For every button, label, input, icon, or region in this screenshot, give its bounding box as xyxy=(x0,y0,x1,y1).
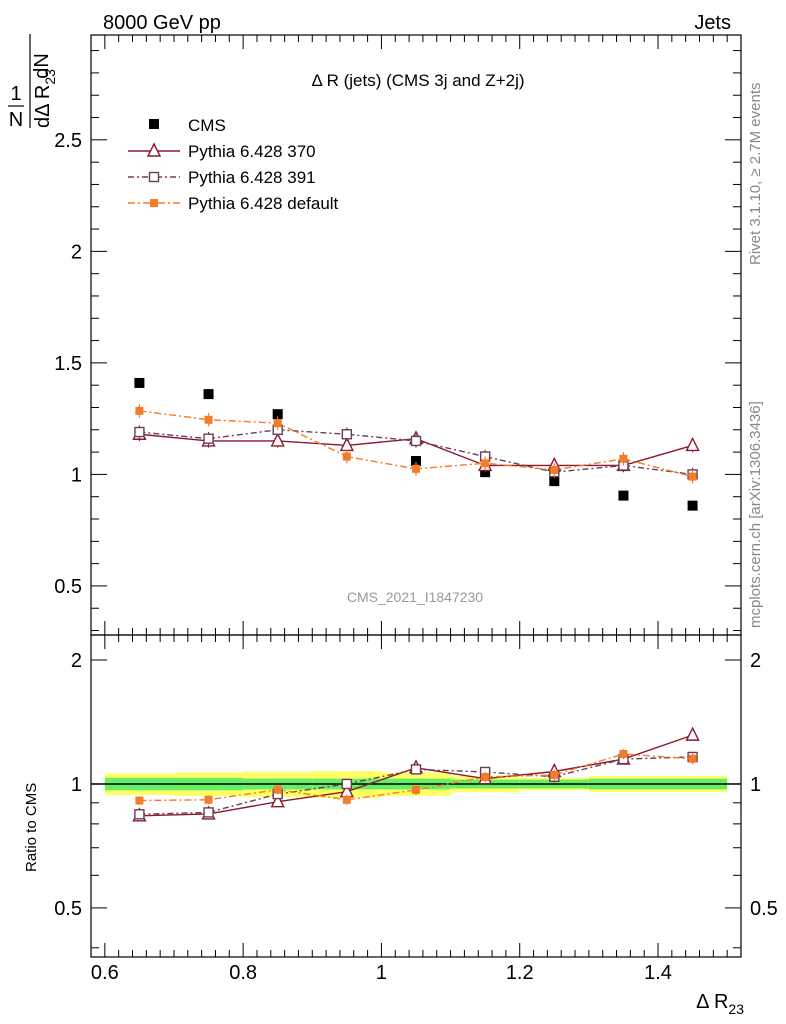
cms-data-point xyxy=(272,409,283,420)
y-tick-label: 0.5 xyxy=(54,576,82,598)
series-point xyxy=(341,429,353,440)
ratio-y-tick-label-right: 2 xyxy=(750,650,761,672)
series-line-1 xyxy=(139,429,693,476)
ratio-plot: 0.5 0.5 1 1 2 2 Ratio to CMS xyxy=(23,634,778,958)
y-tick-label: 2 xyxy=(71,241,82,263)
y-tick-label: 1.5 xyxy=(54,353,82,375)
legend-marker-0 xyxy=(146,142,162,157)
series-point xyxy=(481,459,490,468)
analysis-id: CMS_2021_I1847230 xyxy=(347,589,483,605)
ylabel-denominator: N xyxy=(9,109,23,131)
cms-data-point xyxy=(687,500,698,511)
series-point xyxy=(273,419,282,428)
x-tick-label: 0.6 xyxy=(91,962,119,984)
cms-data-point xyxy=(411,456,421,467)
series-point xyxy=(685,436,700,452)
main-plot: 0.5 1 1.5 2 2.5 Δ R (jets) (CMS 3j and Z+2j)… xyxy=(54,34,742,636)
rivet-label: Rivet 3.1.10, ≥ 2.7M events xyxy=(747,83,764,266)
series-point xyxy=(270,432,285,447)
ratio-series-point xyxy=(134,809,145,820)
series-point xyxy=(550,465,559,474)
ratio-y-tick-label: 2 xyxy=(71,650,82,672)
x-tick-label: 0.8 xyxy=(229,962,257,984)
ratio-y-tick-label: 1 xyxy=(71,774,82,796)
ratio-series-point xyxy=(270,793,285,808)
ratio-series-point xyxy=(481,773,490,782)
ratio-series-point xyxy=(619,750,628,759)
ylabel-ddr-sub: 23 xyxy=(42,69,58,85)
cms-data-point xyxy=(134,377,145,388)
ratio-plot-series xyxy=(132,726,700,822)
ratio-series-point xyxy=(342,795,351,804)
ratio-series-point xyxy=(688,754,697,763)
ratio-plot-ticks: 0.5 0.5 1 1 2 2 xyxy=(54,635,778,957)
main-plot-series xyxy=(132,377,700,511)
header-left: 8000 GeV pp xyxy=(103,12,221,34)
ratio-series-point xyxy=(341,778,353,790)
ylabel-main: 1 N dN dΔ R23 xyxy=(8,34,58,131)
series-point xyxy=(412,464,420,473)
ratio-y-tick-label-right: 1 xyxy=(750,774,761,796)
ratio-series-point xyxy=(203,807,214,818)
legend-label-0: Pythia 6.428 370 xyxy=(188,142,316,161)
y-tick-label: 1 xyxy=(71,464,82,486)
series-point xyxy=(342,452,351,461)
ratio-series-point xyxy=(410,764,422,775)
legend-label-2: Pythia 6.428 default xyxy=(188,194,339,213)
ratio-plot-frame xyxy=(90,634,742,958)
cms-data-point xyxy=(203,389,214,400)
ratio-series-point xyxy=(550,770,559,779)
series-point xyxy=(688,472,697,481)
ratio-series-point xyxy=(273,785,282,794)
legend-label-1: Pythia 6.428 391 xyxy=(188,168,316,187)
ratio-series-point xyxy=(135,796,144,805)
ylabel-dn: dN xyxy=(31,53,53,79)
header-right: Jets xyxy=(694,12,731,34)
main-plot-ticks: 0.5 1 1.5 2 2.5 xyxy=(54,35,741,635)
ylabel-ddr-main: dΔ R xyxy=(32,85,54,128)
xlabel-sub: 23 xyxy=(728,1001,744,1017)
xlabel-main: Δ R xyxy=(696,991,728,1013)
series-point xyxy=(619,454,628,463)
legend-marker-cms xyxy=(149,119,159,129)
ratio-series-point xyxy=(204,795,213,804)
ylabel-numerator: 1 xyxy=(10,83,21,105)
legend-marker-1 xyxy=(148,171,160,183)
x-tick-label: 1 xyxy=(376,962,387,984)
series-point xyxy=(135,406,144,415)
series-point xyxy=(410,435,422,447)
ratio-y-tick-label: 0.5 xyxy=(54,898,82,920)
ylabel-ratio: Ratio to CMS xyxy=(23,783,40,872)
ratio-series-point xyxy=(412,785,420,794)
mcplots-label: mcplots.cern.ch [arXiv:1306.3436] xyxy=(747,401,764,628)
legend-marker-2 xyxy=(150,199,158,207)
chart-title: Δ R (jets) (CMS 3j and Z+2j) xyxy=(311,71,524,90)
ratio-series-point xyxy=(685,726,700,741)
x-tick-label: 1.2 xyxy=(506,962,534,984)
xlabel: Δ R23 xyxy=(696,991,744,1017)
x-tick-labels: 0.6 0.8 1 1.2 1.4 xyxy=(91,962,672,984)
ratio-y-tick-label-right: 0.5 xyxy=(750,898,778,920)
cms-data-point xyxy=(549,476,560,487)
series-point xyxy=(204,415,213,424)
ratio-series-line-2 xyxy=(139,753,693,802)
ylabel-ddr: dΔ R23 xyxy=(32,69,58,128)
cms-data-point xyxy=(618,490,629,501)
legend-label-cms: CMS xyxy=(188,116,226,135)
series-point xyxy=(134,426,145,438)
series-point xyxy=(203,433,214,444)
legend: CMS Pythia 6.428 370 Pythia 6.428 391 Pythi… xyxy=(128,116,339,213)
y-tick-label: 2.5 xyxy=(54,130,82,152)
x-tick-label: 1.4 xyxy=(644,962,672,984)
